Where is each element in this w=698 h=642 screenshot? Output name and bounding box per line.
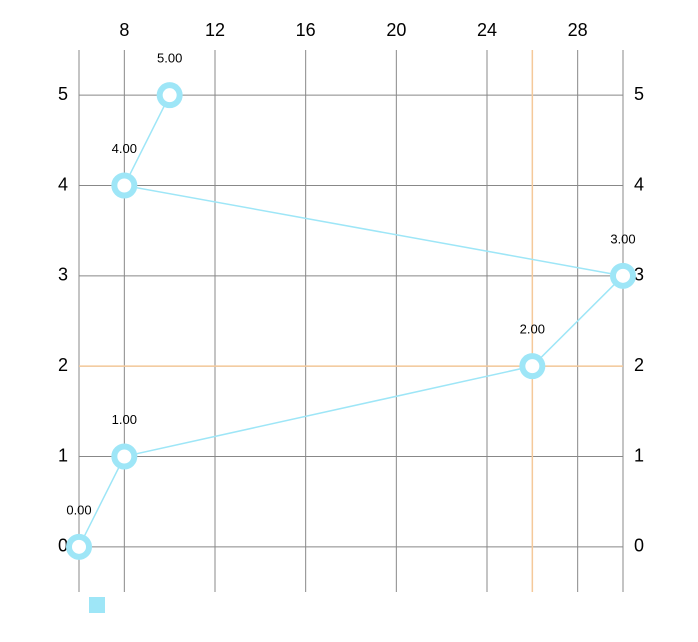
y-tick-label: 2 xyxy=(58,355,68,375)
y2-tick-label: 5 xyxy=(634,84,644,104)
data-point xyxy=(519,353,546,380)
y2-tick-label: 3 xyxy=(634,265,644,285)
x-tick-label: 8 xyxy=(119,20,129,40)
x-tick-label: 28 xyxy=(568,20,588,40)
data-line xyxy=(78,94,625,548)
value-label: 4.00 xyxy=(112,141,137,156)
data-point xyxy=(156,82,183,109)
y-tick-label: 1 xyxy=(58,445,68,465)
y-tick-label: 5 xyxy=(58,84,68,104)
data-point xyxy=(111,443,138,470)
y-tick-label: 3 xyxy=(58,265,68,285)
y2-tick-label: 0 xyxy=(634,536,644,556)
y2-tick-label: 4 xyxy=(634,174,644,194)
value-label: 2.00 xyxy=(520,322,545,337)
legend-swatch xyxy=(89,597,105,613)
data-point xyxy=(66,533,92,560)
value-label: 0.00 xyxy=(66,502,91,517)
y-tick-label: 4 xyxy=(58,174,68,194)
x-tick-label: 20 xyxy=(386,20,406,40)
x-tick-label: 16 xyxy=(296,20,316,40)
y-tick-label: 0 xyxy=(58,536,68,556)
y2-tick-label: 1 xyxy=(634,445,644,465)
value-label: 5.00 xyxy=(157,51,182,66)
x-tick-label: 24 xyxy=(477,20,497,40)
value-label: 1.00 xyxy=(112,412,137,427)
data-point xyxy=(111,172,138,199)
data-point xyxy=(610,262,636,289)
x-tick-label: 12 xyxy=(205,20,225,40)
y2-tick-label: 2 xyxy=(634,355,644,375)
value-label: 3.00 xyxy=(610,231,635,246)
